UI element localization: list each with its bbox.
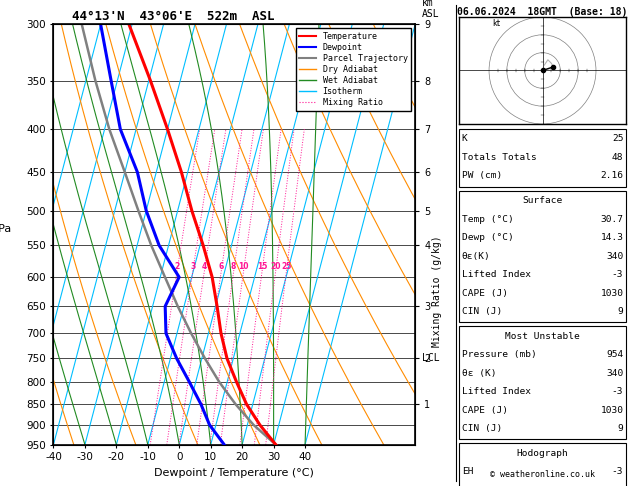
Text: 44°13'N  43°06'E  522m  ASL: 44°13'N 43°06'E 522m ASL: [72, 10, 274, 23]
Text: 06.06.2024  18GMT  (Base: 18): 06.06.2024 18GMT (Base: 18): [457, 7, 628, 17]
Text: km
ASL: km ASL: [421, 0, 439, 19]
Text: -3: -3: [612, 387, 623, 396]
Text: Surface: Surface: [523, 196, 562, 205]
Text: 48: 48: [612, 153, 623, 162]
Text: Lifted Index: Lifted Index: [462, 270, 531, 279]
Text: 2: 2: [174, 262, 180, 271]
Text: 954: 954: [606, 350, 623, 359]
Text: PW (cm): PW (cm): [462, 172, 502, 180]
Text: Mixing Ratio (g/kg): Mixing Ratio (g/kg): [432, 236, 442, 347]
Text: K: K: [462, 135, 467, 143]
Text: Most Unstable: Most Unstable: [505, 332, 580, 341]
Text: 1030: 1030: [600, 289, 623, 297]
Text: 30.7: 30.7: [600, 215, 623, 224]
Text: -3: -3: [612, 270, 623, 279]
Text: kt: kt: [493, 19, 501, 28]
Text: θε (K): θε (K): [462, 369, 496, 378]
Text: EH: EH: [462, 468, 473, 476]
Text: 9: 9: [618, 307, 623, 316]
Text: 2.16: 2.16: [600, 172, 623, 180]
Text: LCL: LCL: [422, 353, 440, 364]
Text: 6: 6: [219, 262, 224, 271]
Text: Totals Totals: Totals Totals: [462, 153, 537, 162]
Text: 4: 4: [202, 262, 207, 271]
Text: 340: 340: [606, 252, 623, 260]
Text: 14.3: 14.3: [600, 233, 623, 242]
Text: 3: 3: [190, 262, 196, 271]
Text: 25: 25: [281, 262, 292, 271]
Text: θε(K): θε(K): [462, 252, 491, 260]
Text: 8: 8: [231, 262, 237, 271]
Text: Pressure (mb): Pressure (mb): [462, 350, 537, 359]
Text: CIN (J): CIN (J): [462, 307, 502, 316]
Text: 1030: 1030: [600, 406, 623, 415]
Text: Dewp (°C): Dewp (°C): [462, 233, 513, 242]
Text: Temp (°C): Temp (°C): [462, 215, 513, 224]
Text: © weatheronline.co.uk: © weatheronline.co.uk: [490, 469, 595, 479]
Text: Lifted Index: Lifted Index: [462, 387, 531, 396]
Text: CAPE (J): CAPE (J): [462, 289, 508, 297]
Text: 15: 15: [257, 262, 267, 271]
X-axis label: Dewpoint / Temperature (°C): Dewpoint / Temperature (°C): [154, 468, 314, 478]
Text: 20: 20: [270, 262, 281, 271]
Y-axis label: hPa: hPa: [0, 225, 11, 235]
Text: Hodograph: Hodograph: [516, 449, 569, 458]
Text: 9: 9: [618, 424, 623, 433]
Text: 10: 10: [238, 262, 249, 271]
Legend: Temperature, Dewpoint, Parcel Trajectory, Dry Adiabat, Wet Adiabat, Isotherm, Mi: Temperature, Dewpoint, Parcel Trajectory…: [296, 29, 411, 111]
Text: 25: 25: [612, 135, 623, 143]
Text: CIN (J): CIN (J): [462, 424, 502, 433]
Text: 340: 340: [606, 369, 623, 378]
Text: -3: -3: [612, 468, 623, 476]
Text: CAPE (J): CAPE (J): [462, 406, 508, 415]
